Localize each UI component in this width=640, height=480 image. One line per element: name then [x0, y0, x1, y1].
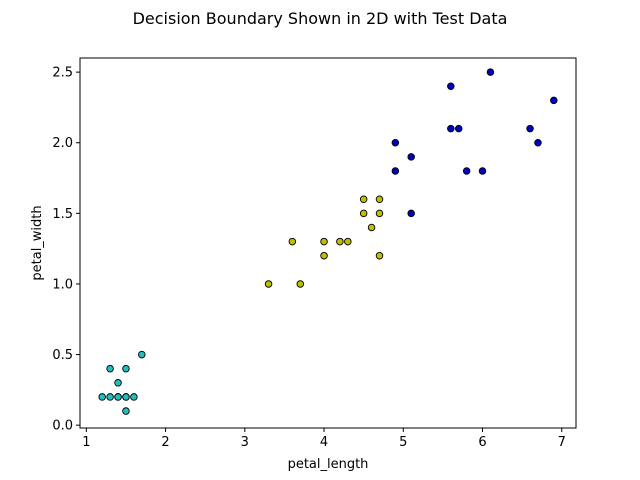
plot-area	[80, 58, 576, 428]
data-point	[98, 393, 106, 401]
x-tick-label: 7	[558, 435, 566, 450]
data-point	[534, 138, 542, 147]
data-point	[114, 393, 122, 401]
data-point	[296, 280, 305, 288]
data-point	[391, 138, 400, 147]
y-tick-label: 1.0	[52, 277, 73, 292]
y-tick-label: 1.5	[52, 207, 73, 222]
data-point	[264, 280, 273, 288]
y-tick-label: 2.0	[52, 136, 73, 151]
data-point	[122, 393, 130, 401]
data-point	[407, 209, 415, 218]
data-point	[122, 407, 130, 415]
points-layer	[98, 68, 558, 415]
data-point	[344, 237, 352, 246]
y-tick-label: 0.0	[52, 419, 73, 434]
data-point	[447, 82, 455, 90]
x-tick-label: 6	[478, 435, 486, 450]
data-point	[288, 237, 297, 246]
data-point	[320, 237, 328, 246]
data-point	[114, 379, 122, 387]
data-point	[138, 350, 146, 359]
data-point	[550, 96, 558, 105]
data-point	[320, 251, 328, 260]
data-point	[375, 209, 384, 218]
plot-frame	[79, 57, 577, 429]
ticks-layer: 1 2 3 4 5 6 7 0.0 0.5 1.0 1.5 2.0 2.5	[52, 66, 566, 450]
data-point	[130, 393, 138, 401]
data-point	[454, 124, 463, 133]
y-tick-label: 0.5	[52, 348, 73, 363]
data-point	[375, 251, 384, 260]
data-point	[375, 195, 384, 203]
data-point	[359, 195, 368, 203]
x-tick-label: 5	[399, 435, 407, 450]
data-point	[526, 124, 534, 133]
data-point	[106, 364, 114, 373]
y-tick-label: 2.5	[52, 66, 73, 81]
data-point	[407, 153, 415, 161]
x-axis-label: petal_length	[288, 457, 369, 472]
data-point	[367, 223, 376, 232]
x-tick-label: 3	[241, 435, 249, 450]
x-tick-label: 4	[320, 435, 328, 450]
data-point	[359, 209, 368, 218]
data-point	[336, 237, 344, 246]
y-axis-label: petal_width	[30, 205, 45, 280]
chart-title: Decision Boundary Shown in 2D with Test …	[133, 9, 508, 28]
x-tick-label: 1	[82, 435, 90, 450]
data-point	[462, 167, 471, 175]
data-point	[486, 68, 495, 76]
data-point	[447, 124, 455, 133]
data-point	[391, 167, 400, 175]
data-point	[122, 364, 130, 373]
x-tick-label: 2	[161, 435, 169, 450]
data-point	[106, 393, 114, 401]
data-point	[478, 167, 487, 175]
